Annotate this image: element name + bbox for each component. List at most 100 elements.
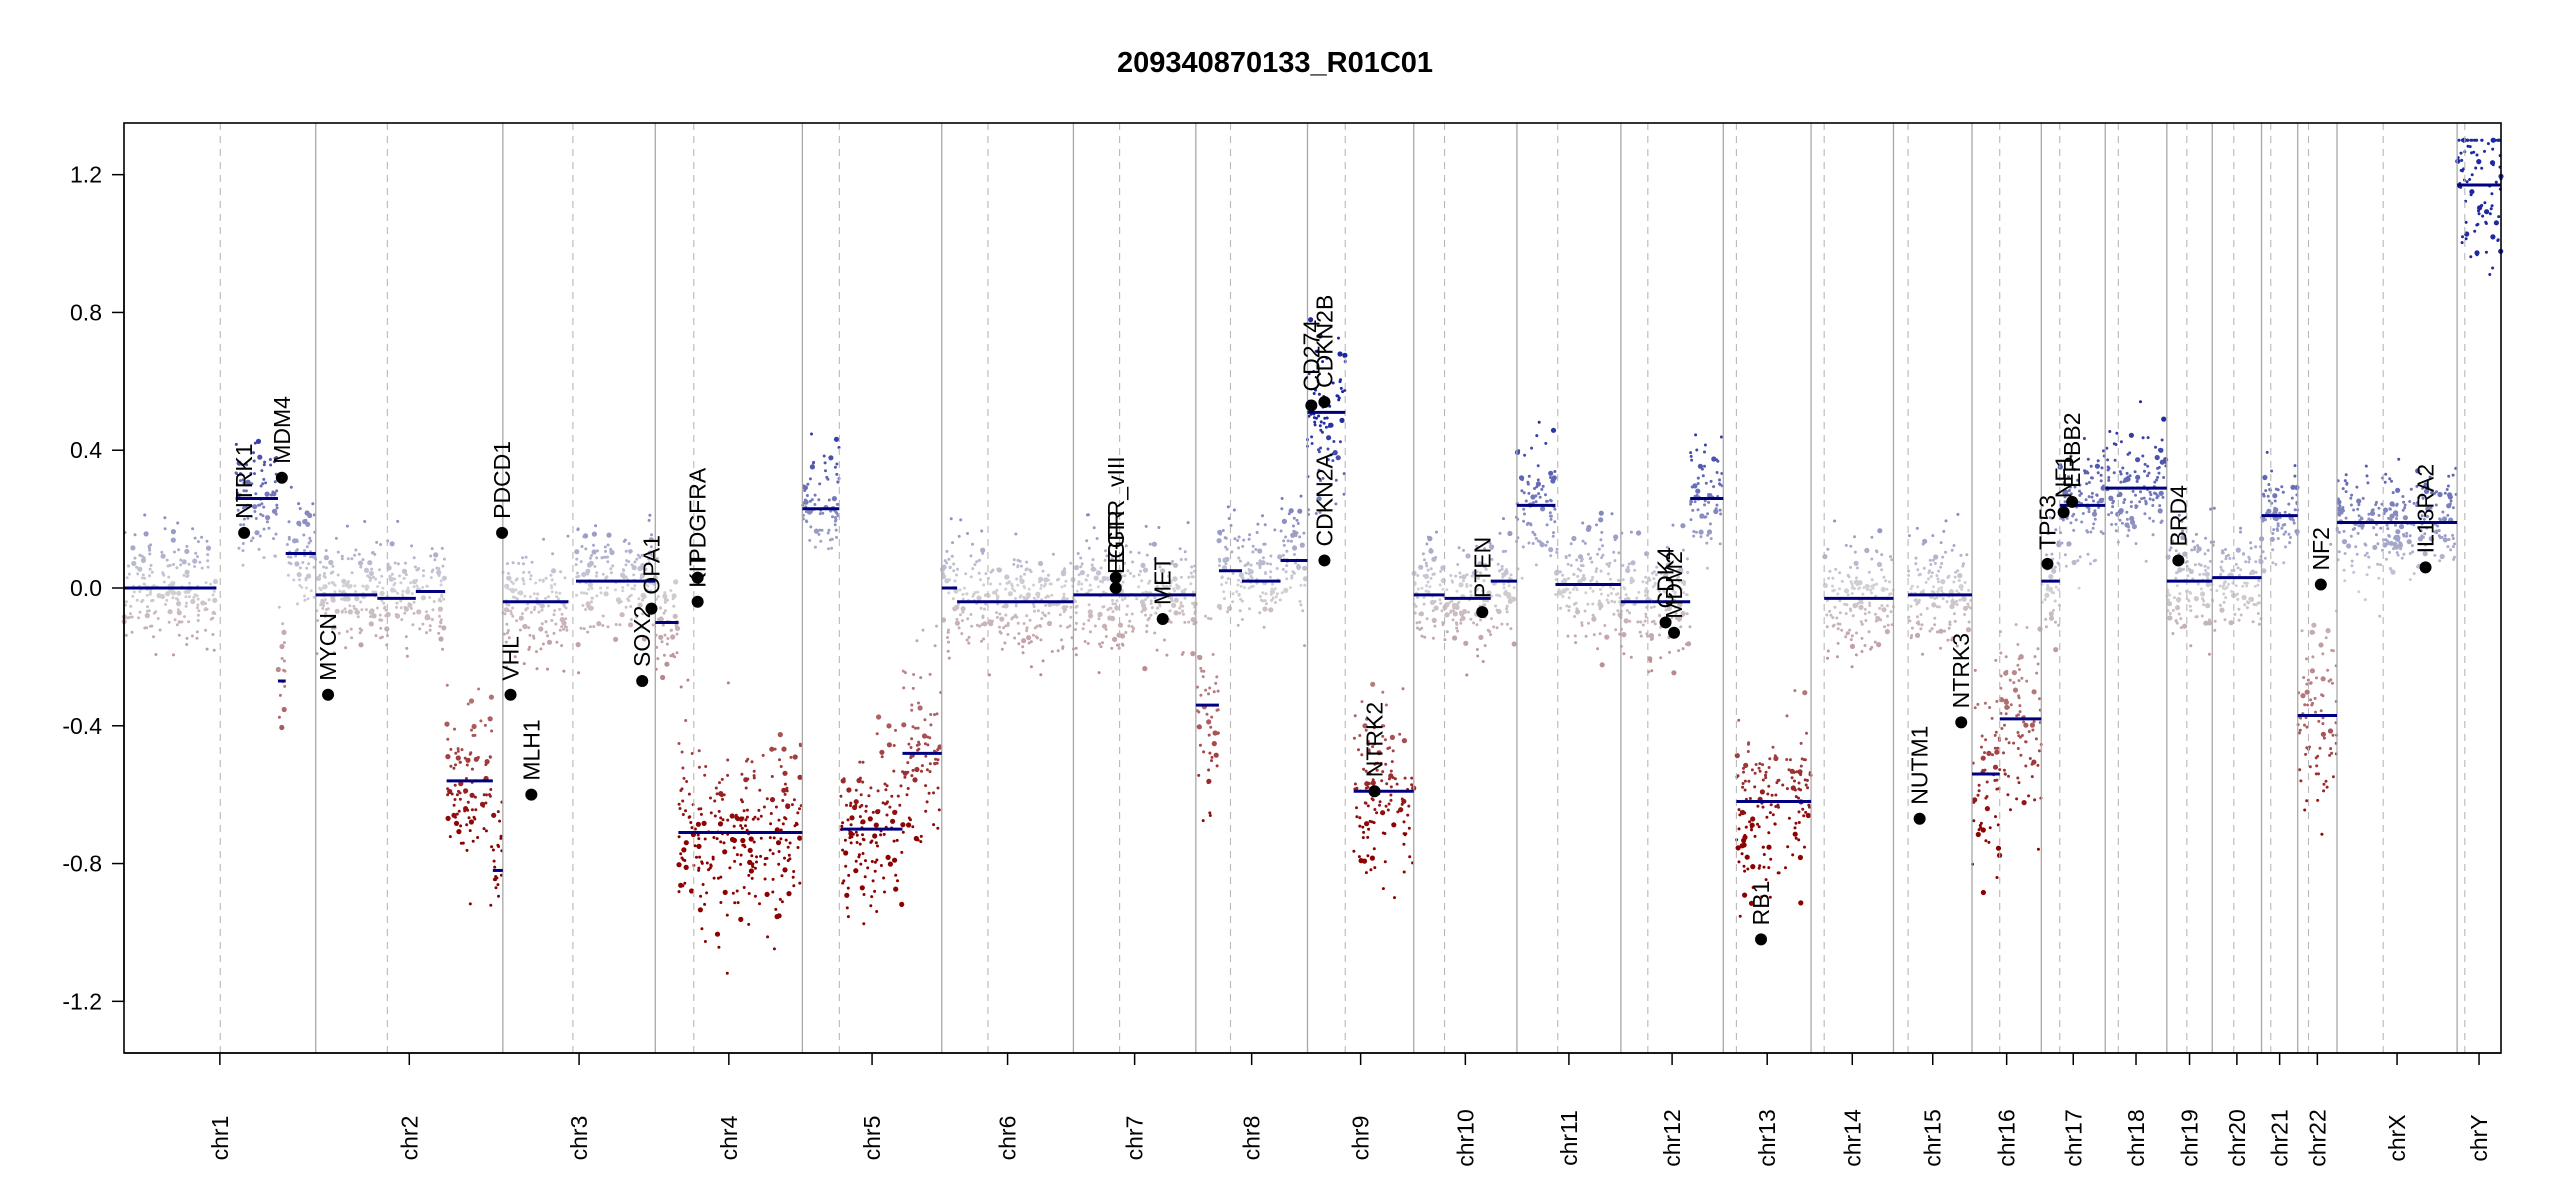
data-point bbox=[773, 747, 777, 751]
data-point bbox=[697, 907, 704, 913]
data-point bbox=[1505, 604, 1509, 608]
data-point bbox=[432, 600, 436, 603]
data-point bbox=[546, 667, 549, 671]
data-point bbox=[1764, 878, 1768, 882]
data-point bbox=[2239, 526, 2242, 530]
data-point bbox=[2235, 547, 2241, 553]
data-point bbox=[1999, 674, 2003, 678]
data-point bbox=[1455, 589, 1459, 593]
data-point bbox=[892, 839, 896, 843]
data-point bbox=[599, 591, 603, 595]
data-point bbox=[1425, 584, 1428, 588]
data-point bbox=[786, 845, 790, 849]
data-point bbox=[797, 774, 803, 780]
data-point bbox=[2096, 471, 2100, 475]
data-point bbox=[354, 548, 358, 552]
data-point bbox=[1498, 531, 1502, 535]
data-point bbox=[2449, 548, 2453, 552]
data-point bbox=[1666, 605, 1672, 612]
data-point bbox=[1652, 619, 1656, 623]
data-point bbox=[439, 579, 443, 583]
data-point bbox=[2293, 464, 2297, 468]
data-point bbox=[980, 547, 986, 553]
data-point bbox=[1685, 557, 1689, 561]
data-point bbox=[1313, 420, 1317, 424]
data-point bbox=[2114, 529, 2118, 533]
data-point bbox=[1764, 770, 1768, 774]
data-point bbox=[2425, 526, 2429, 530]
data-point bbox=[1831, 616, 1835, 620]
data-point bbox=[1596, 552, 1600, 556]
data-point bbox=[1884, 579, 1888, 583]
data-point bbox=[2349, 534, 2353, 538]
data-point bbox=[456, 829, 462, 835]
data-point bbox=[1314, 388, 1317, 392]
data-point bbox=[1849, 609, 1853, 612]
data-point bbox=[1659, 656, 1663, 660]
data-point bbox=[1742, 864, 1746, 868]
data-point bbox=[483, 723, 487, 727]
data-point bbox=[586, 630, 590, 634]
data-point bbox=[1023, 572, 1026, 576]
data-point bbox=[1285, 564, 1289, 568]
data-point bbox=[145, 626, 149, 630]
data-point bbox=[168, 563, 172, 567]
data-point bbox=[2122, 501, 2126, 504]
data-point bbox=[1610, 599, 1614, 603]
data-point bbox=[2117, 509, 2123, 515]
data-point bbox=[183, 615, 186, 619]
data-point bbox=[1797, 781, 1801, 785]
data-point bbox=[590, 554, 593, 557]
data-point bbox=[1360, 700, 1364, 704]
data-point bbox=[689, 888, 695, 894]
data-point bbox=[1170, 597, 1173, 601]
data-point bbox=[2394, 523, 2397, 527]
data-point bbox=[1175, 583, 1179, 587]
data-point bbox=[868, 817, 872, 821]
data-point bbox=[1110, 646, 1114, 650]
data-point bbox=[781, 787, 787, 793]
data-point bbox=[1605, 562, 1609, 566]
data-point bbox=[1756, 822, 1759, 826]
data-point bbox=[2008, 678, 2012, 682]
data-point bbox=[145, 593, 149, 597]
data-point bbox=[2300, 693, 2306, 699]
data-point bbox=[2402, 500, 2406, 504]
data-point bbox=[1591, 602, 1595, 606]
data-point bbox=[629, 549, 633, 553]
data-point bbox=[368, 621, 374, 627]
data-point bbox=[917, 705, 923, 711]
data-point bbox=[747, 847, 753, 854]
data-point bbox=[1799, 741, 1803, 745]
data-point bbox=[1994, 658, 1998, 662]
data-point bbox=[528, 577, 532, 581]
data-point bbox=[836, 480, 840, 484]
data-point bbox=[786, 859, 790, 863]
data-point bbox=[979, 578, 982, 582]
data-point bbox=[2012, 681, 2016, 685]
data-point bbox=[1489, 633, 1493, 637]
data-point bbox=[308, 536, 312, 540]
data-point bbox=[340, 597, 344, 601]
data-point bbox=[971, 594, 975, 598]
data-point bbox=[2408, 552, 2412, 555]
data-point bbox=[1758, 864, 1762, 868]
data-point bbox=[835, 535, 838, 539]
data-point bbox=[728, 866, 732, 870]
data-point bbox=[1361, 825, 1365, 829]
data-point bbox=[1410, 776, 1414, 780]
data-point bbox=[1047, 611, 1051, 615]
data-point bbox=[1985, 795, 1989, 798]
data-point bbox=[1953, 619, 1957, 623]
data-point bbox=[554, 591, 558, 595]
data-point bbox=[1995, 845, 2002, 851]
data-point bbox=[2038, 697, 2041, 701]
data-point bbox=[1269, 592, 1273, 596]
data-point bbox=[1420, 586, 1424, 590]
data-point bbox=[580, 591, 583, 595]
data-point bbox=[241, 478, 245, 482]
data-point bbox=[213, 612, 217, 615]
data-point bbox=[1064, 579, 1068, 583]
data-point bbox=[595, 574, 598, 578]
data-point bbox=[1919, 613, 1923, 616]
